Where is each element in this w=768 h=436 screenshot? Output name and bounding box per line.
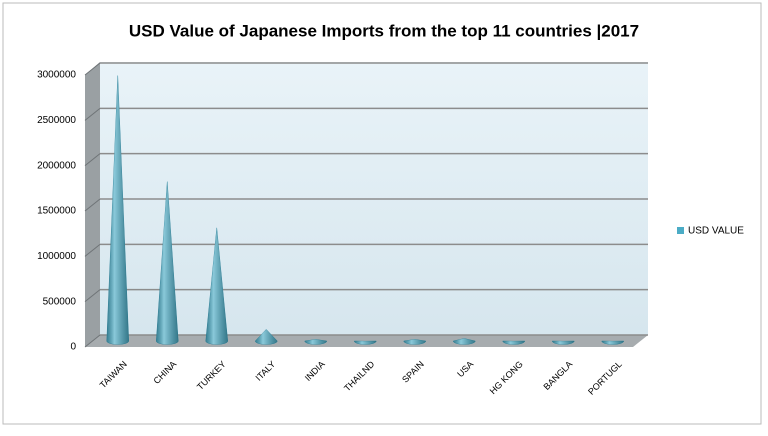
cone-shade [255,329,278,345]
side-grid-line [84,334,101,348]
cone-shade [552,341,575,345]
cone-shade [156,181,179,345]
cone-shade [354,341,377,345]
side-grid-line [84,198,101,212]
side-grid-line [84,153,101,167]
cone-shade [205,227,228,345]
y-tick-label: 1500000 [37,206,76,217]
chart-title: USD Value of Japanese Imports from the t… [129,21,639,40]
cone-shade [403,339,426,345]
legend-swatch [677,227,684,234]
side-grid-line [84,62,101,76]
y-tick-label: 2000000 [37,160,76,171]
side-grid-line [84,107,101,121]
cone-shade [106,75,129,345]
y-tick-label: 500000 [43,296,77,307]
y-tick-label: 0 [70,342,76,353]
side-grid-line [84,289,101,303]
y-tick-label: 3000000 [37,70,76,81]
cone-shade [502,341,525,345]
cone-shade [304,339,327,345]
cone-shade [601,341,624,345]
legend-label: USD VALUE [688,226,744,237]
cone-shade [453,338,476,345]
y-tick-label: 2500000 [37,115,76,126]
y-tick-label: 1000000 [37,251,76,262]
side-grid-line [84,243,101,257]
